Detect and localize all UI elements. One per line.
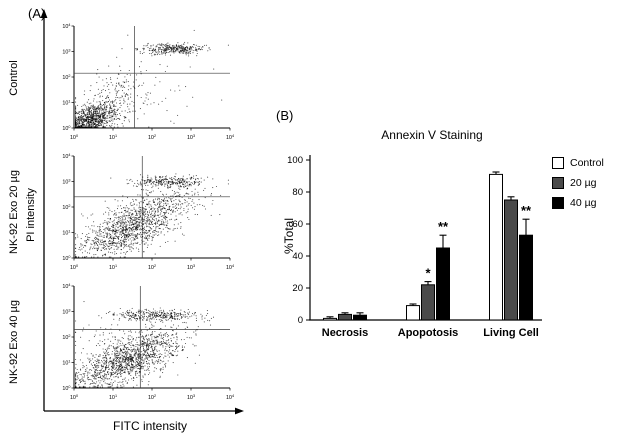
legend-item-control: Control (552, 157, 604, 169)
legend-swatch-20ug (552, 177, 564, 189)
significance-marker: ** (438, 219, 449, 234)
svg-text:101: 101 (109, 394, 117, 401)
bar (406, 305, 420, 321)
flow-plot-20ug: 100 100 101 101 102 102 103 103 104 104 (50, 152, 235, 280)
y-axis-arrowhead (40, 9, 48, 18)
bar (519, 234, 533, 321)
svg-text:60: 60 (292, 219, 303, 230)
bar (323, 317, 337, 321)
svg-text:100: 100 (62, 125, 70, 132)
svg-text:103: 103 (62, 49, 70, 56)
x-axis-arrowhead (235, 407, 244, 415)
svg-text:101: 101 (62, 100, 70, 107)
svg-text:103: 103 (187, 394, 195, 401)
svg-text:102: 102 (62, 204, 70, 211)
bar (436, 247, 450, 321)
svg-text:40: 40 (292, 251, 303, 262)
svg-text:102: 102 (148, 394, 156, 401)
svg-text:100: 100 (62, 255, 70, 262)
svg-text:102: 102 (62, 74, 70, 81)
svg-text:20: 20 (292, 283, 303, 294)
svg-text:100: 100 (70, 394, 78, 401)
category-label: Necrosis (322, 327, 368, 339)
svg-text:102: 102 (62, 334, 70, 341)
scatter-points (75, 173, 229, 258)
legend-label-control: Control (570, 157, 604, 169)
bar (489, 173, 503, 321)
legend-item-40ug: 40 µg (552, 197, 604, 209)
flow-axes-arrows (40, 9, 244, 415)
category-label: Living Cell (483, 327, 539, 339)
flow-plot-40ug: 100 100 101 101 102 102 103 103 104 104 (50, 282, 235, 410)
legend-swatch-control (552, 157, 564, 169)
svg-text:104: 104 (226, 264, 234, 271)
svg-text:103: 103 (187, 134, 195, 141)
flow-plot-control: 100 100 101 101 102 102 103 103 104 104 (50, 22, 235, 150)
fitc-intensity-axis-label: FITC intensity (112, 419, 188, 433)
legend-label-20ug: 20 µg (570, 177, 597, 189)
scatter-points (75, 29, 229, 128)
svg-text:104: 104 (62, 23, 70, 30)
bar (504, 199, 518, 321)
bar-chart-legend: Control 20 µg 40 µg (552, 157, 604, 209)
svg-text:100: 100 (62, 385, 70, 392)
svg-text:104: 104 (62, 153, 70, 160)
bar (353, 314, 367, 321)
svg-text:103: 103 (62, 309, 70, 316)
scatter-points (75, 301, 215, 388)
svg-text:100: 100 (70, 264, 78, 271)
svg-text:102: 102 (148, 134, 156, 141)
svg-text:104: 104 (226, 394, 234, 401)
svg-text:102: 102 (148, 264, 156, 271)
svg-text:100: 100 (70, 134, 78, 141)
legend-label-40ug: 40 µg (570, 197, 597, 209)
bar (421, 284, 435, 321)
legend-item-20ug: 20 µg (552, 177, 604, 189)
svg-text:80: 80 (292, 187, 303, 198)
significance-marker: ** (521, 203, 532, 218)
bar (338, 313, 352, 321)
svg-text:101: 101 (62, 360, 70, 367)
bar-chart-title: Annexin V Staining (381, 128, 483, 142)
legend-swatch-40ug (552, 197, 564, 209)
svg-text:100: 100 (287, 155, 303, 166)
svg-text:104: 104 (226, 134, 234, 141)
panel-b-label: (B) (276, 108, 294, 123)
svg-text:104: 104 (62, 283, 70, 290)
svg-text:101: 101 (109, 134, 117, 141)
svg-text:101: 101 (62, 230, 70, 237)
svg-text:101: 101 (109, 264, 117, 271)
significance-marker: * (425, 266, 431, 281)
category-label: Apopotosis (398, 327, 459, 339)
svg-text:103: 103 (187, 264, 195, 271)
svg-text:103: 103 (62, 179, 70, 186)
svg-text:0: 0 (298, 315, 303, 326)
bar-chart: 020406080100Necrosis***Apopotosis**Livin… (287, 155, 542, 339)
